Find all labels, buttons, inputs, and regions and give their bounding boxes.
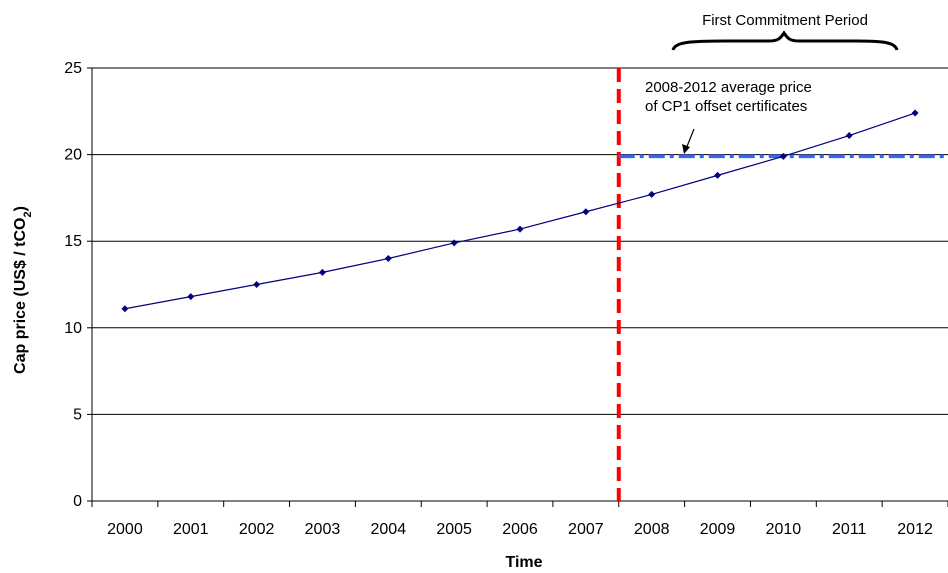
commitment-period-brace [671, 30, 899, 51]
x-tick-label-2002: 2002 [239, 521, 275, 538]
y-tick-label-5: 5 [73, 406, 82, 423]
x-tick-label-2006: 2006 [502, 521, 538, 538]
y-tick-label-20: 20 [64, 147, 82, 164]
data-point-2002 [253, 281, 261, 288]
gridlines [92, 67, 948, 415]
commitment-period-label: First Commitment Period [702, 12, 868, 29]
average-price-label-line1: 2008-2012 average price [645, 79, 812, 96]
x-tick-label-2011: 2011 [832, 521, 867, 538]
data-point-2011 [845, 132, 853, 140]
x-tick-label-2000: 2000 [107, 521, 143, 538]
series [121, 109, 919, 313]
y-axis-title: Cap price (US$ / tCO2) [12, 206, 34, 374]
average-price-label-line2: of CP1 offset certificates [645, 98, 807, 115]
average-price-arrow-head [682, 144, 690, 154]
data-point-2003 [318, 268, 326, 276]
x-tick-label-2009: 2009 [700, 521, 736, 538]
y-tick-label-25: 25 [64, 60, 82, 77]
data-point-2007 [582, 208, 590, 216]
x-tick-label-2010: 2010 [766, 521, 802, 538]
data-point-2010 [779, 152, 787, 160]
x-tick-label-2001: 2001 [173, 521, 209, 538]
axes [87, 67, 948, 507]
y-tick-label-15: 15 [64, 233, 82, 250]
data-point-2000 [121, 305, 129, 313]
data-point-2008 [648, 190, 656, 198]
data-point-2006 [516, 225, 524, 233]
x-tick-label-2005: 2005 [436, 521, 472, 538]
x-tick-label-2003: 2003 [305, 521, 341, 538]
data-point-2004 [384, 255, 392, 263]
data-point-2012 [911, 109, 919, 117]
x-tick-label-2004: 2004 [371, 521, 407, 538]
y-tick-label-10: 10 [64, 320, 82, 337]
y-tick-label-0: 0 [73, 493, 82, 510]
x-tick-label-2012: 2012 [897, 521, 933, 538]
x-tick-label-2008: 2008 [634, 521, 670, 538]
data-point-2009 [714, 171, 722, 179]
series-line-0 [124, 112, 916, 310]
reference-lines [616, 68, 948, 501]
data-point-2005 [450, 239, 458, 247]
x-tick-label-2007: 2007 [568, 521, 604, 538]
average-price-arrow-shaft [685, 128, 695, 150]
tick-labels: 0 5 10 15 20 25 2000 2001 2002 2003 2004 2005 2006 20… [64, 60, 933, 538]
x-axis-title: Time [505, 554, 542, 571]
data-point-2001 [187, 293, 195, 301]
